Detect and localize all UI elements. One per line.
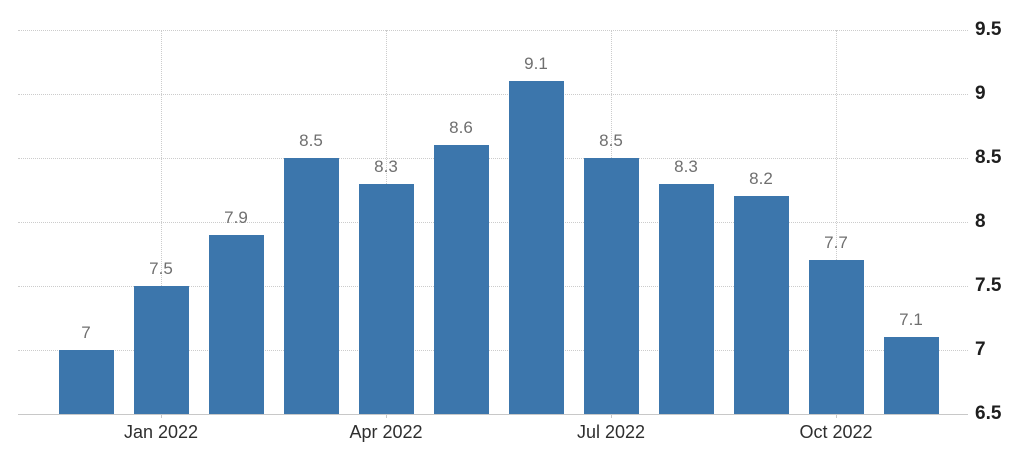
vertical-gridline	[161, 30, 162, 414]
y-tick-label: 8	[975, 211, 986, 232]
horizontal-gridline	[18, 94, 968, 95]
x-tick-mark	[836, 414, 837, 418]
bar-value-label: 7.9	[224, 208, 248, 227]
x-tick-label: Oct 2022	[799, 422, 873, 442]
bar-value-label: 7	[81, 323, 91, 342]
vertical-gridline	[836, 30, 837, 414]
bar[interactable]	[659, 184, 714, 414]
bar[interactable]	[134, 286, 189, 414]
x-tick-mark	[386, 414, 387, 418]
x-tick-mark	[161, 414, 162, 418]
bar-value-label: 8.5	[299, 131, 323, 150]
y-tick-label: 9.5	[975, 19, 1002, 40]
horizontal-gridline	[18, 350, 968, 351]
bar[interactable]	[209, 235, 264, 414]
y-tick-label: 6.5	[975, 403, 1002, 424]
horizontal-gridline	[18, 30, 968, 31]
y-tick-label: 8.5	[975, 147, 1002, 168]
y-tick-label: 7.5	[975, 275, 1002, 296]
x-tick-mark	[611, 414, 612, 418]
bar[interactable]	[734, 196, 789, 414]
x-tick-label: Apr 2022	[349, 422, 423, 442]
horizontal-gridline	[18, 158, 968, 159]
y-tick-label: 7	[975, 339, 986, 360]
bar-value-label: 7.5	[149, 259, 173, 278]
bar-value-label: 7.1	[899, 310, 923, 329]
bar-value-label: 8.2	[749, 169, 773, 188]
bar-value-label: 8.6	[449, 118, 473, 137]
bar[interactable]	[584, 158, 639, 414]
bar[interactable]	[809, 260, 864, 414]
bar[interactable]	[359, 184, 414, 414]
bar-value-label: 9.1	[524, 54, 548, 73]
plot-area: 7 7.5 7.9 8.5 8.3 8.6 9.1 8.5 8.3 8.2 7.7 7.1	[18, 30, 968, 415]
y-tick-label: 9	[975, 83, 986, 104]
bar-value-label: 8.3	[374, 157, 398, 176]
horizontal-gridline	[18, 222, 968, 223]
x-axis-baseline	[18, 414, 968, 415]
bar[interactable]	[509, 81, 564, 414]
x-tick-label: Jul 2022	[576, 422, 646, 442]
bar[interactable]	[59, 350, 114, 414]
x-tick-label: Jan 2022	[123, 422, 199, 442]
bar[interactable]	[884, 337, 939, 414]
horizontal-gridline	[18, 286, 968, 287]
bar[interactable]	[434, 145, 489, 414]
bar-value-label: 7.7	[824, 233, 848, 252]
bar[interactable]	[284, 158, 339, 414]
bar-value-label: 8.5	[599, 131, 623, 150]
bar-value-label: 8.3	[674, 157, 698, 176]
